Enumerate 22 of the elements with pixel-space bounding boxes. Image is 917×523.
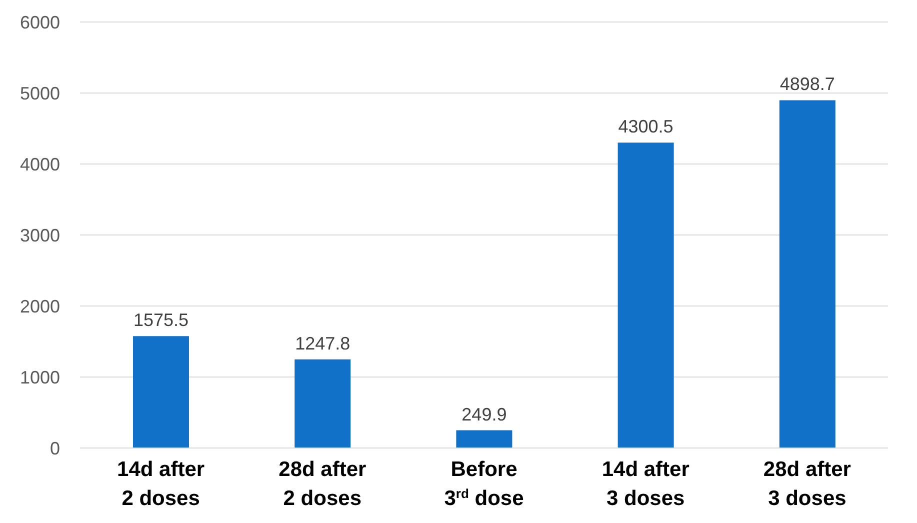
x-tick-label: 14d after 2 doses <box>117 458 205 510</box>
bar <box>779 100 836 448</box>
data-label: 1575.5 <box>133 310 189 330</box>
bar <box>456 430 512 448</box>
y-tick-label: 2000 <box>20 296 60 316</box>
data-label: 249.9 <box>462 404 507 424</box>
y-tick-label: 5000 <box>20 83 60 104</box>
bar <box>618 142 674 448</box>
x-tick-label: 14d after 3 doses <box>602 458 690 510</box>
y-tick-label: 3000 <box>20 225 60 246</box>
bar <box>133 336 189 448</box>
y-tick-label: 4000 <box>20 154 60 174</box>
x-tick-label: 28d after 2 doses <box>278 458 366 510</box>
y-tick-label: 6000 <box>20 12 60 32</box>
bar <box>294 359 351 448</box>
x-tick-label: Before 3$^{rd}$ dose <box>444 458 524 510</box>
data-label: 4300.5 <box>618 116 674 137</box>
data-label: 1247.8 <box>295 333 350 354</box>
y-tick-label: 1000 <box>20 367 60 388</box>
data-label: 4898.7 <box>780 74 835 94</box>
x-tick-label: 28d after 3 doses <box>763 458 851 510</box>
y-tick-label: 0 <box>50 438 60 458</box>
